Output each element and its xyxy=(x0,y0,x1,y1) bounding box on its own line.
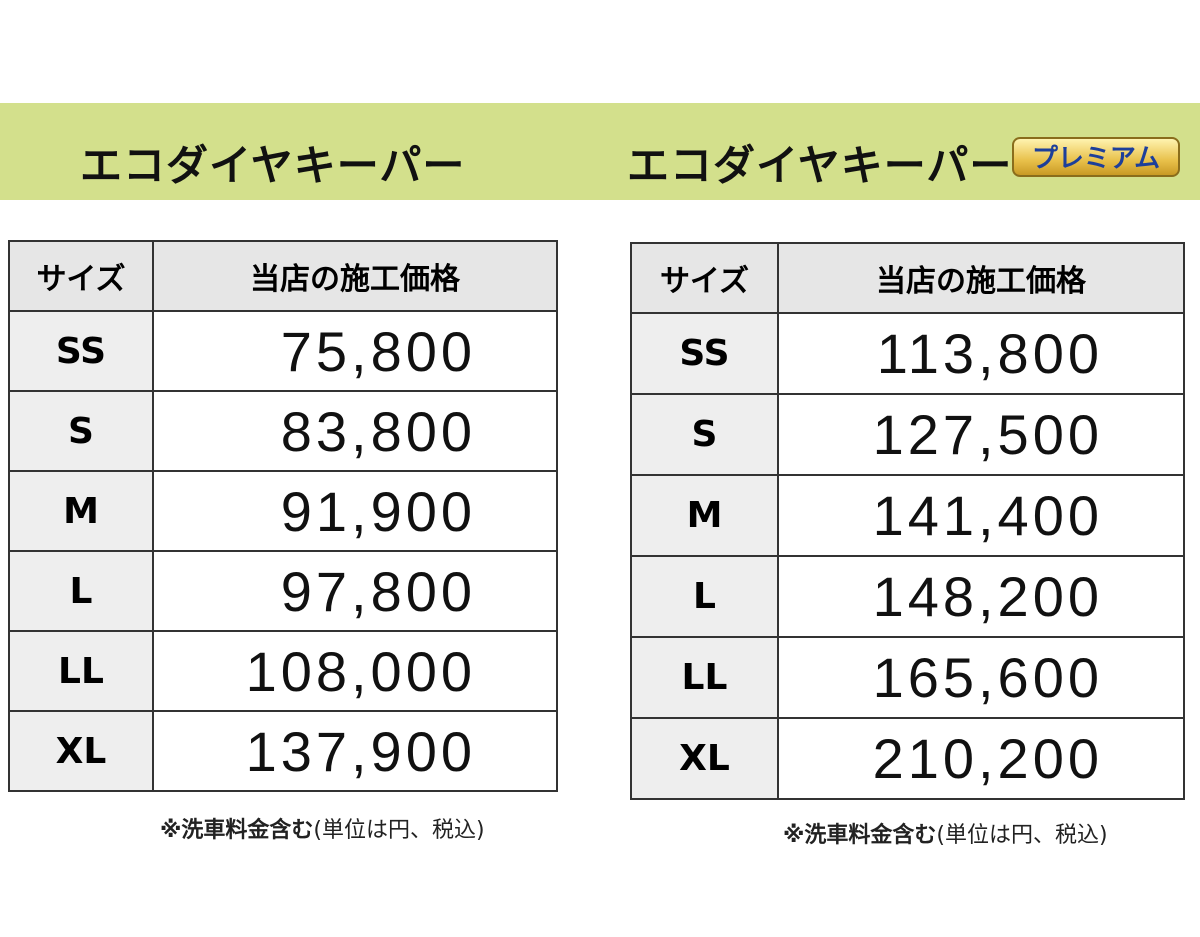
price-cell: 141,400 xyxy=(777,474,1185,557)
note: ※洗車料金含む(単位は円、税込) xyxy=(160,812,485,844)
price-cell: 137,900 xyxy=(152,710,558,792)
size-cell: LL xyxy=(630,636,779,719)
price-cell: 113,800 xyxy=(777,312,1185,395)
note: ※洗車料金含む(単位は円、税込) xyxy=(783,817,1108,849)
title: エコダイヤキーパー xyxy=(627,141,1013,190)
price-cell: 108,000 xyxy=(152,630,558,712)
row: L 97,800 xyxy=(8,550,558,632)
price-table: サイズ 当店の施工価格 SS 113,800 S 127,500 M 141,400 L 148,… xyxy=(630,242,1185,800)
price-cell: 127,500 xyxy=(777,393,1185,476)
price-cell: 148,200 xyxy=(777,555,1185,638)
title: エコダイヤキーパー xyxy=(80,141,466,190)
size-cell: M xyxy=(8,470,154,552)
row: XL 137,900 xyxy=(8,710,558,792)
header-row: サイズ 当店の施工価格 xyxy=(8,240,558,312)
note-bold: ※洗車料金含む xyxy=(160,818,314,843)
header-cell: 当店の施工価格 xyxy=(152,240,558,312)
size-cell: M xyxy=(630,474,779,557)
note-text: (単位は円、税込) xyxy=(313,818,485,843)
row: LL 165,600 xyxy=(630,636,1185,719)
title-band xyxy=(0,103,1200,200)
header-cell: 当店の施工価格 xyxy=(777,242,1185,314)
price-cell: 75,800 xyxy=(152,310,558,392)
price-cell: 91,900 xyxy=(152,470,558,552)
price-cell: 210,200 xyxy=(777,717,1185,800)
row: SS 75,800 xyxy=(8,310,558,392)
header-cell: サイズ xyxy=(630,242,779,314)
size-cell: LL xyxy=(8,630,154,712)
row: M 141,400 xyxy=(630,474,1185,557)
price-table: サイズ 当店の施工価格 SS 75,800 S 83,800 M 91,900 L 97,800 L… xyxy=(8,240,558,792)
price-cell: 83,800 xyxy=(152,390,558,472)
badge: プレミアム xyxy=(1012,137,1180,177)
price-cell: 165,600 xyxy=(777,636,1185,719)
size-cell: XL xyxy=(630,717,779,800)
row: S 127,500 xyxy=(630,393,1185,476)
note-text: (単位は円、税込) xyxy=(936,823,1108,848)
header-row: サイズ 当店の施工価格 xyxy=(630,242,1185,314)
size-cell: SS xyxy=(8,310,154,392)
size-cell: SS xyxy=(630,312,779,395)
size-cell: L xyxy=(8,550,154,632)
header-cell: サイズ xyxy=(8,240,154,312)
row: XL 210,200 xyxy=(630,717,1185,800)
size-cell: S xyxy=(630,393,779,476)
row: S 83,800 xyxy=(8,390,558,472)
size-cell: L xyxy=(630,555,779,638)
row: L 148,200 xyxy=(630,555,1185,638)
note-bold: ※洗車料金含む xyxy=(783,823,937,848)
row: M 91,900 xyxy=(8,470,558,552)
price-cell: 97,800 xyxy=(152,550,558,632)
row: SS 113,800 xyxy=(630,312,1185,395)
size-cell: XL xyxy=(8,710,154,792)
size-cell: S xyxy=(8,390,154,472)
row: LL 108,000 xyxy=(8,630,558,712)
